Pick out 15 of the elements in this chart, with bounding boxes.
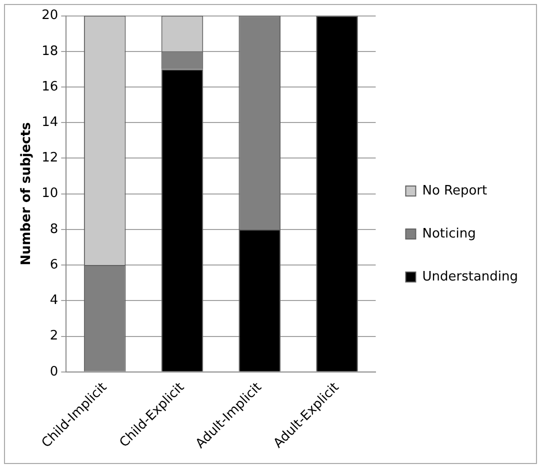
y-tick-label: 10 (42, 186, 58, 202)
y-tick-label: 14 (42, 115, 58, 130)
y-tick-label: 20 (42, 8, 58, 24)
y-tick-label: 6 (50, 257, 58, 272)
legend-label: No Report (422, 183, 488, 198)
y-tick-label: 0 (50, 364, 58, 380)
y-axis-title: Number of subjects (19, 122, 34, 266)
y-tick-label: 18 (42, 44, 58, 59)
y-tick-label: 16 (42, 79, 58, 94)
y-tick-label: 12 (42, 150, 58, 166)
legend-label: Noticing (422, 226, 476, 242)
legend-label: Understanding (422, 269, 518, 284)
y-tick-label: 8 (50, 222, 58, 237)
y-tick-label: 4 (50, 293, 58, 308)
y-tick-label: 2 (50, 328, 58, 344)
